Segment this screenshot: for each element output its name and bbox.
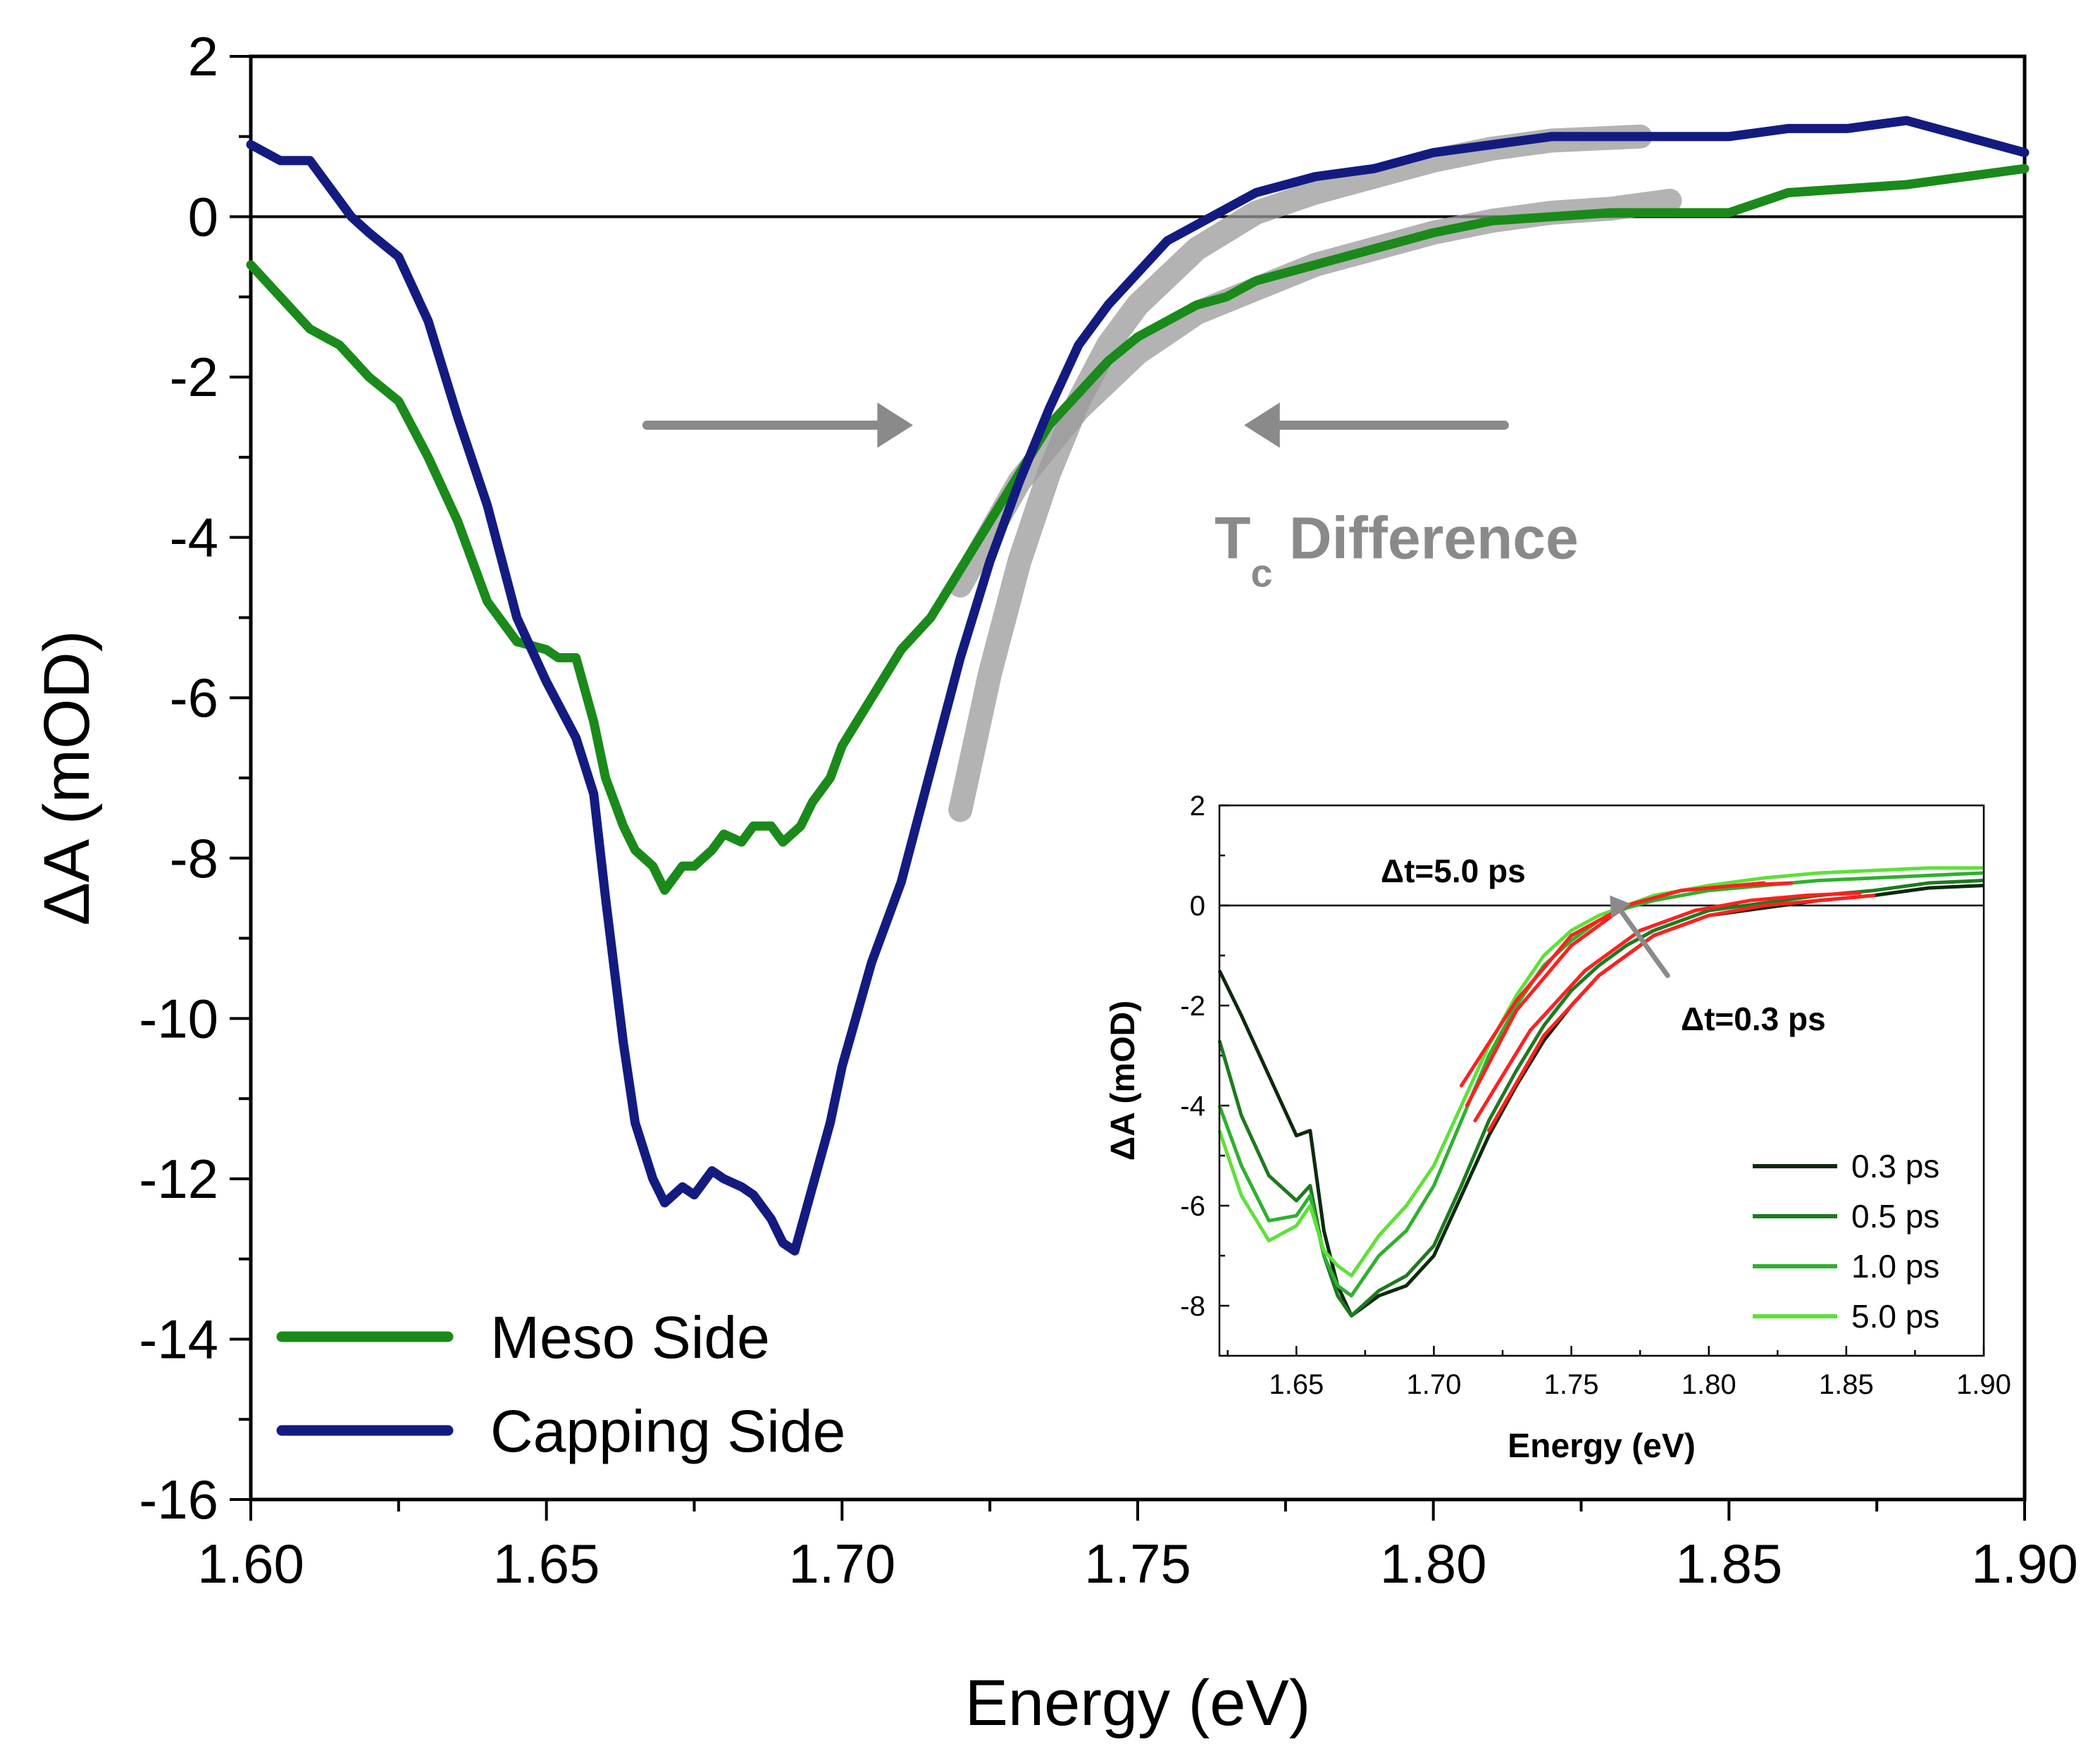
tc-label-rest: Difference — [1273, 505, 1579, 571]
inset-y-tick-label: 2 — [1190, 791, 1205, 822]
inset-legend-label: 0.5 ps — [1851, 1198, 1939, 1235]
inset-y-tick-label: 0 — [1190, 891, 1205, 922]
capping-fit-curve — [948, 124, 1653, 822]
main-ticks: 1.60 1.65 1.70 1.75 1.80 1.85 1.90 -16 -14 -12 -10… — [139, 25, 2078, 1595]
inset-plot-frame — [1218, 804, 1985, 1357]
tc-label-t: T — [1214, 505, 1250, 571]
main-annotations — [642, 402, 1509, 448]
inset-arrow-head — [1610, 895, 1631, 918]
main-y-tick-label: -4 — [170, 507, 218, 569]
inset-x-tick-label: 1.65 — [1269, 1369, 1324, 1400]
inset-series-line — [1217, 879, 1984, 1318]
inset-y-tick-label: -4 — [1180, 1091, 1205, 1122]
main-legend: Meso Side Capping Side — [276, 1304, 845, 1464]
inset-series-line — [1217, 884, 1984, 1318]
main-x-tick-label: 1.60 — [197, 1533, 304, 1595]
main-y-tick-label: -16 — [139, 1469, 218, 1531]
legend-label-capping: Capping Side — [490, 1398, 845, 1464]
inset-x-tick-label: 1.70 — [1406, 1369, 1461, 1400]
main-y-tick-label: -12 — [139, 1148, 218, 1210]
inset-label-delta-t-0-3ps: Δt=0.3 ps — [1681, 1001, 1826, 1037]
main-x-axis-title: Energy (eV) — [965, 1667, 1311, 1739]
inset-legend-label: 0.3 ps — [1851, 1148, 1939, 1185]
inset-x-tick-label: 1.85 — [1819, 1369, 1874, 1400]
main-y-tick-label: -14 — [139, 1308, 218, 1370]
inset-label-delta-t-5ps: Δt=5.0 ps — [1381, 853, 1526, 889]
inset-chart: 1.65 1.70 1.75 1.80 1.85 1.90 -8 -6 -4 -2 0 2 Energ… — [1105, 791, 2011, 1465]
right-arrow-head — [877, 402, 914, 448]
main-y-tick-label: 0 — [188, 186, 218, 248]
main-y-tick-label: -10 — [139, 987, 218, 1049]
inset-y-axis-title: ΔA (mOD) — [1105, 1001, 1142, 1161]
inset-x-tick-label: 1.80 — [1682, 1369, 1736, 1400]
meso-side-line — [246, 163, 2030, 895]
main-x-tick-label: 1.70 — [788, 1533, 895, 1595]
left-arrow-head — [1244, 402, 1280, 448]
inset-annotations — [1610, 895, 1670, 978]
inset-x-axis-title: Energy (eV) — [1508, 1428, 1696, 1465]
main-y-tick-label: -8 — [170, 827, 218, 889]
tc-label-subscript: c — [1250, 551, 1272, 595]
main-x-tick-label: 1.65 — [493, 1533, 600, 1595]
legend-label-meso: Meso Side — [490, 1304, 770, 1371]
main-chart: 1.60 1.65 1.70 1.75 1.80 1.85 1.90 -16 -14 -12 -10… — [31, 25, 2078, 1739]
inset-legend-label: 1.0 ps — [1851, 1248, 1939, 1285]
inset-y-tick-label: -2 — [1180, 991, 1205, 1022]
inset-y-tick-label: -6 — [1180, 1191, 1205, 1222]
fit-0.3-curve — [1486, 894, 1876, 1132]
main-y-axis-title: ΔA (mOD) — [31, 630, 103, 925]
capping-side-line — [246, 116, 2030, 1256]
inset-arrow-shaft — [1616, 905, 1670, 978]
inset-legend: 0.3 ps 0.5 ps 1.0 ps 5.0 ps — [1753, 1148, 1939, 1335]
inset-y-tick-label: -8 — [1180, 1291, 1205, 1322]
main-y-tick-label: -2 — [170, 346, 218, 408]
fit-0.5-curve — [1473, 891, 1862, 1123]
inset-x-tick-label: 1.90 — [1956, 1369, 2011, 1400]
inset-x-tick-label: 1.75 — [1544, 1369, 1599, 1400]
main-x-tick-label: 1.80 — [1380, 1533, 1487, 1595]
main-x-tick-label: 1.90 — [1971, 1533, 2078, 1595]
main-x-tick-label: 1.85 — [1675, 1533, 1782, 1595]
inset-legend-label: 5.0 ps — [1851, 1298, 1939, 1335]
main-x-tick-label: 1.75 — [1084, 1533, 1191, 1595]
main-y-tick-label: 2 — [188, 25, 218, 87]
main-series — [246, 116, 2030, 1256]
main-y-tick-label: -6 — [170, 667, 218, 729]
tc-difference-label: Tc Difference — [1214, 505, 1579, 595]
